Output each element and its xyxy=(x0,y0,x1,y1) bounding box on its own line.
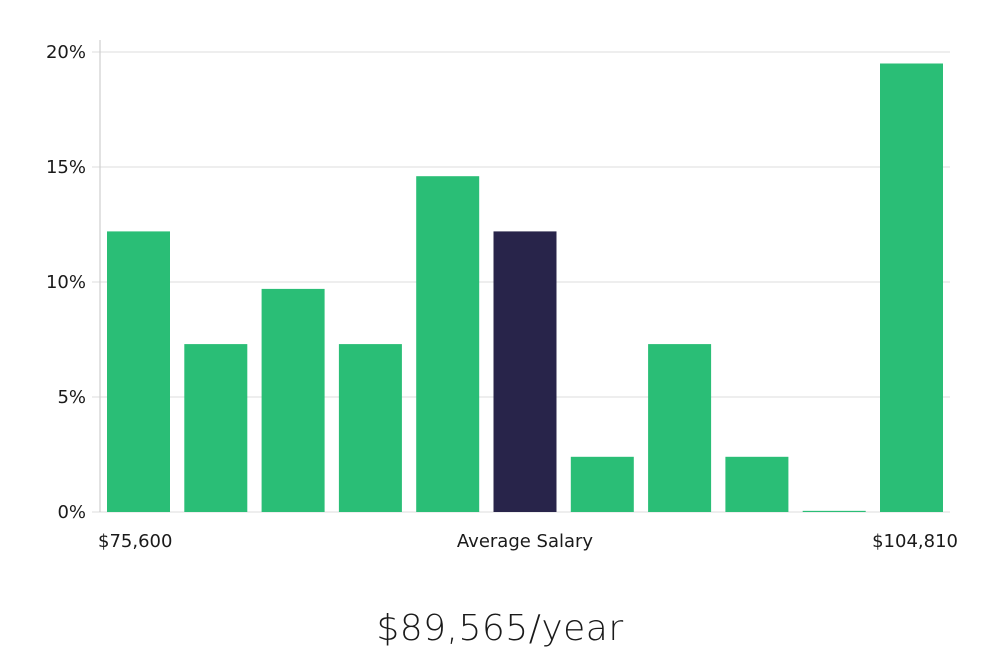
y-tick-label: 15% xyxy=(46,157,86,178)
y-tick-label: 5% xyxy=(57,387,86,408)
y-tick-label: 20% xyxy=(46,42,86,63)
bar xyxy=(570,456,634,512)
y-tick-label: 0% xyxy=(57,502,86,523)
bar xyxy=(802,510,866,512)
average-salary-value: $89,565/year xyxy=(376,608,624,649)
bar xyxy=(725,456,789,512)
chart-svg: 0% 5% 10% 15% 20% $75,600 Average Salary $10… xyxy=(46,40,958,552)
bar xyxy=(880,63,943,512)
y-tick-label: 10% xyxy=(46,272,86,293)
x-min-label: $75,600 xyxy=(98,531,172,552)
x-max-label: $104,810 xyxy=(872,531,958,552)
bar-average xyxy=(493,231,557,512)
bar xyxy=(338,344,402,512)
bars xyxy=(107,63,943,512)
bar xyxy=(648,344,712,512)
bar xyxy=(416,176,480,512)
bar xyxy=(184,344,248,512)
x-average-label: Average Salary xyxy=(457,531,594,552)
y-tick-labels: 0% 5% 10% 15% 20% xyxy=(46,42,86,523)
bar xyxy=(261,288,325,512)
bar xyxy=(107,231,170,512)
